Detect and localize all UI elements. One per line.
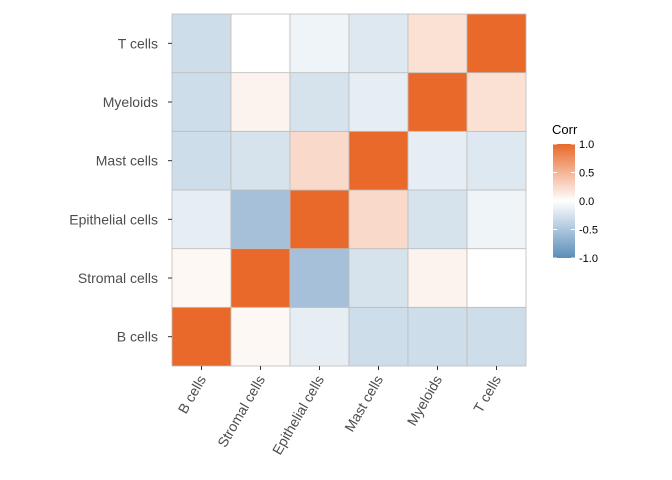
heatmap-cell (289, 189, 350, 250)
x-tick-label: Myeloids (404, 373, 445, 429)
legend-tick-label: -0.5 (579, 225, 598, 237)
heatmap-cell (407, 189, 468, 250)
legend-tick-label: 0.5 (579, 168, 594, 180)
legend-tick-label: 1.0 (579, 139, 594, 151)
heatmap-cell (348, 306, 409, 367)
y-axis-tick-labels: B cells Stromal cells Epithelial cells Mast… (69, 35, 172, 345)
heatmap-cell (407, 13, 468, 74)
x-axis-tick-labels: B cells Stromal cells Epithelial cells Mast… (175, 366, 504, 457)
heatmap-cell (407, 306, 468, 367)
heatmap-cell (230, 72, 291, 132)
legend-tick-label: -1.0 (579, 253, 598, 265)
heatmap-cell (230, 248, 291, 308)
y-tick-label: B cells (117, 329, 158, 345)
heatmap-cell (407, 248, 468, 308)
x-tick-label: B cells (175, 373, 209, 417)
heatmap-cell (348, 130, 409, 191)
heatmap-cell (171, 72, 232, 132)
heatmap-cell (348, 248, 409, 308)
heatmap-cell (407, 130, 468, 191)
heatmap-cell (348, 13, 409, 74)
heatmap-cell (348, 189, 409, 250)
y-tick-label: Mast cells (96, 153, 158, 169)
heatmap-cell (466, 130, 527, 191)
heatmap-cell (466, 13, 527, 74)
heatmap-cell (466, 248, 527, 308)
heatmap-cell (289, 72, 350, 132)
heatmap-cells (171, 13, 527, 367)
heatmap-cell (230, 189, 291, 250)
heatmap-cell (171, 189, 232, 250)
legend-colorbar (553, 144, 575, 258)
y-tick-label: Stromal cells (78, 270, 158, 286)
color-legend: Corr 1.0 0.5 0.0 -0.5 -1.0 (552, 122, 598, 265)
heatmap-cell (171, 248, 232, 308)
legend-tick-label: 0.0 (579, 196, 594, 208)
y-tick-label: T cells (118, 35, 158, 51)
heatmap-cell (289, 13, 350, 74)
heatmap-cell (466, 189, 527, 250)
heatmap-cell (230, 306, 291, 367)
legend-title: Corr (552, 122, 578, 137)
heatmap-cell (407, 72, 468, 132)
heatmap-cell (230, 13, 291, 74)
heatmap-cell (466, 306, 527, 367)
heatmap-cell (289, 306, 350, 367)
heatmap-cell (466, 72, 527, 132)
heatmap-cell (289, 130, 350, 191)
y-tick-label: Myeloids (103, 94, 158, 110)
heatmap-cell (230, 130, 291, 191)
heatmap-cell (348, 72, 409, 132)
x-tick-label: T cells (470, 373, 504, 416)
heatmap-cell (171, 13, 232, 74)
x-tick-label: Mast cells (341, 373, 386, 435)
heatmap-cell (171, 306, 232, 367)
heatmap-cell (289, 248, 350, 308)
x-tick-label: Stromal cells (214, 373, 268, 450)
x-tick-label: Epithelial cells (269, 373, 327, 458)
heatmap-cell (171, 130, 232, 191)
y-tick-label: Epithelial cells (69, 211, 158, 227)
